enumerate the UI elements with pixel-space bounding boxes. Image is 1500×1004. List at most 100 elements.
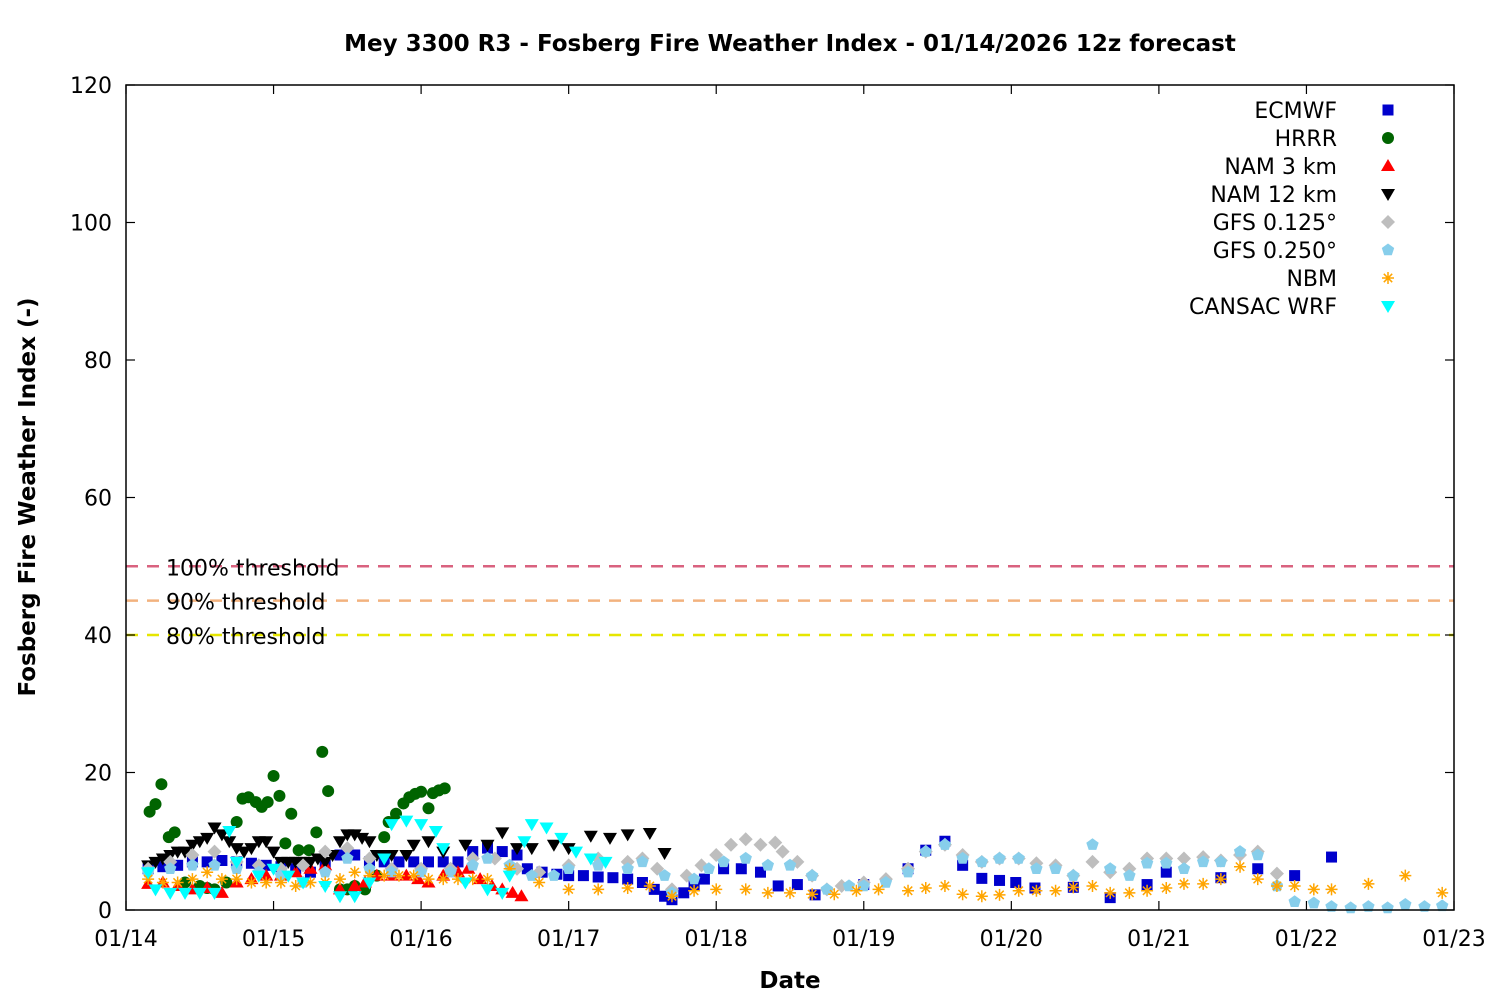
data-point <box>1251 873 1264 886</box>
data-point <box>717 855 730 868</box>
data-point <box>539 822 554 835</box>
data-point <box>385 865 398 878</box>
data-point <box>245 876 258 889</box>
data-point <box>168 826 181 839</box>
data-point <box>1177 877 1190 890</box>
data-point <box>319 865 332 878</box>
data-point <box>304 876 317 889</box>
data-point <box>214 829 229 842</box>
data-point <box>806 888 819 901</box>
data-point <box>621 862 634 874</box>
data-point <box>341 851 354 864</box>
data-point <box>390 807 403 820</box>
data-point <box>879 876 893 888</box>
data-point <box>222 836 237 849</box>
data-point <box>642 828 657 840</box>
data-point <box>157 861 169 873</box>
data-point <box>583 830 598 843</box>
x-axis-label: Date <box>759 968 820 994</box>
x-tick-label: 01/14 <box>94 927 157 952</box>
data-point <box>993 888 1006 901</box>
data-point <box>436 843 451 856</box>
data-point <box>1085 854 1100 869</box>
data-point <box>1086 879 1099 892</box>
data-point <box>1141 884 1154 897</box>
data-point <box>517 836 532 849</box>
data-point <box>245 857 257 869</box>
data-point <box>458 839 473 852</box>
data-point <box>261 796 274 809</box>
data-point <box>163 887 178 900</box>
data-point <box>525 869 538 881</box>
x-tick-label: 01/17 <box>537 927 600 952</box>
data-point <box>1252 863 1264 875</box>
data-point <box>349 849 361 861</box>
data-point <box>563 870 575 882</box>
data-point <box>1086 838 1099 850</box>
data-point <box>602 832 617 845</box>
data-point <box>1049 862 1062 874</box>
data-point <box>901 865 915 878</box>
data-point <box>185 839 200 852</box>
data-point <box>229 856 244 869</box>
data-point <box>149 798 162 811</box>
data-point <box>437 873 450 886</box>
data-point <box>938 838 952 850</box>
y-tick-label: 120 <box>70 74 112 99</box>
data-point <box>957 859 969 871</box>
data-point <box>753 837 768 852</box>
data-point <box>739 883 752 896</box>
data-point <box>192 887 207 900</box>
data-point <box>698 873 710 885</box>
data-point <box>363 862 376 874</box>
data-point <box>171 876 184 889</box>
data-point <box>438 782 451 795</box>
data-point <box>1251 848 1264 861</box>
series-gfs-0-250 <box>142 838 1449 914</box>
data-point <box>1123 869 1136 881</box>
data-point <box>857 879 870 892</box>
data-point <box>502 870 517 883</box>
chart-title: Mey 3300 R3 - Fosberg Fire Weather Index… <box>344 31 1236 57</box>
data-point <box>414 865 428 878</box>
data-point <box>503 862 516 875</box>
data-point <box>554 832 569 845</box>
data-point <box>214 885 229 898</box>
data-point <box>207 822 222 835</box>
data-point <box>902 884 915 897</box>
data-point <box>292 844 305 857</box>
y-tick-label: 100 <box>70 212 112 237</box>
data-point <box>505 885 520 898</box>
data-point <box>1288 895 1301 907</box>
legend-label: NAM 3 km <box>1224 155 1337 180</box>
legend-label: GFS 0.250° <box>1213 239 1337 264</box>
data-point <box>739 851 752 864</box>
x-tick-label: 01/20 <box>980 927 1043 952</box>
data-point <box>279 837 292 850</box>
data-point <box>348 866 361 879</box>
series-nbm <box>142 860 1449 903</box>
data-point <box>496 846 508 858</box>
data-point <box>1197 877 1210 890</box>
data-point <box>583 853 598 866</box>
data-point <box>791 879 803 891</box>
data-point <box>422 802 435 815</box>
data-point <box>592 883 605 896</box>
data-point <box>687 872 701 885</box>
data-point <box>658 869 671 881</box>
data-point <box>1399 869 1412 882</box>
x-tick-label: 01/21 <box>1127 927 1190 952</box>
y-axis-label: Fosberg Fire Weather Index (-) <box>15 297 41 696</box>
data-point <box>1307 896 1320 909</box>
legend-marker-nam-3-km <box>1381 159 1395 171</box>
data-point <box>657 847 672 860</box>
data-point <box>1177 862 1191 874</box>
data-point <box>399 868 414 881</box>
data-point <box>393 856 405 868</box>
data-point <box>230 873 243 886</box>
data-point <box>362 851 377 866</box>
data-point <box>378 831 391 844</box>
data-point <box>444 865 457 878</box>
data-point <box>738 832 753 847</box>
